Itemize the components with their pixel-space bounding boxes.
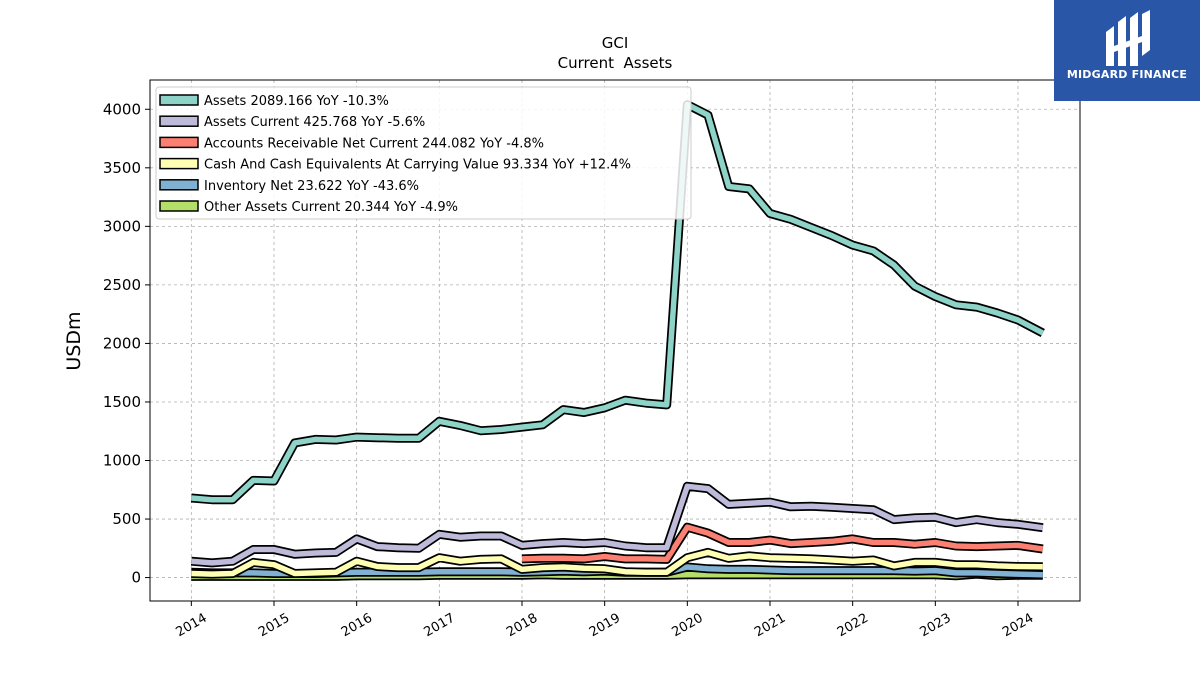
y-tick-label: 0 [131, 569, 141, 587]
x-tick-label: 2024 [1000, 611, 1036, 641]
plot-frame [149, 79, 1081, 602]
series-assets [190, 100, 1045, 505]
legend-label: Assets 2089.166 YoY -10.3% [204, 94, 389, 109]
y-tick-label: 4000 [103, 100, 141, 118]
legend-entry: Assets 2089.166 YoY -10.3% [159, 94, 389, 109]
legend-label: Cash And Cash Equivalents At Carrying Va… [204, 158, 631, 173]
legend-label: Inventory Net 23.622 YoY -43.6% [204, 179, 419, 194]
brand-logo: MIDGARD FINANCE [1054, 0, 1200, 101]
midgard-monogram-icon [1106, 10, 1150, 66]
legend-swatch [159, 136, 199, 149]
y-tick-label: 500 [112, 510, 141, 528]
brand-name: MIDGARD FINANCE [1066, 68, 1188, 81]
legend-entry: Cash And Cash Equivalents At Carrying Va… [159, 157, 631, 173]
x-tick-label: 2021 [752, 611, 788, 641]
series-line [191, 101, 1045, 503]
y-axis: 0 500 1000 1500 2000 2500 3000 3500 4000 [103, 100, 150, 587]
legend-entry: Accounts Receivable Net Current 244.082 … [159, 136, 544, 151]
x-axis: 2014 2015 2016 2017 2018 2019 2020 2021 2022 2023… [174, 601, 1036, 641]
x-tick-label: 2019 [587, 611, 623, 641]
y-tick-label: 2000 [103, 334, 141, 352]
legend-entry: Inventory Net 23.622 YoY -43.6% [159, 179, 419, 194]
x-tick-label: 2015 [256, 611, 292, 641]
x-tick-label: 2018 [504, 611, 540, 641]
legend-entry: Assets Current 425.768 YoY -5.6% [159, 115, 425, 130]
series-assets-current [190, 481, 1044, 568]
x-tick-label: 2023 [918, 611, 954, 641]
y-tick-label: 1000 [103, 452, 141, 470]
legend-swatch [159, 179, 199, 191]
legend-swatch [159, 94, 199, 106]
legend-swatch [159, 157, 199, 170]
series-accounts-receivable-net-current [521, 522, 1044, 564]
y-tick-label: 3000 [103, 217, 141, 235]
legend: Assets 2089.166 YoY -10.3% Assets Current… [155, 86, 692, 220]
y-tick-label: 2500 [103, 276, 141, 294]
chart-subtitle: Current Assets [558, 54, 673, 72]
x-tick-label: 2014 [174, 611, 210, 641]
x-tick-label: 2020 [670, 611, 706, 641]
y-tick-label: 3500 [103, 159, 141, 177]
chart-title: GCI [602, 34, 629, 52]
series-line [191, 549, 1043, 577]
series-layer [190, 100, 1045, 581]
legend-entry: Other Assets Current 20.344 YoY -4.9% [159, 200, 458, 215]
x-tick-label: 2016 [339, 611, 375, 641]
legend-swatch [159, 115, 199, 127]
x-tick-label: 2017 [422, 611, 458, 641]
series-line [191, 483, 1044, 566]
legend-label: Accounts Receivable Net Current 244.082 … [204, 136, 544, 151]
legend-label: Other Assets Current 20.344 YoY -4.9% [204, 200, 458, 215]
legend-box [155, 86, 692, 220]
legend-swatch [159, 200, 199, 212]
y-axis-label: USDm [63, 311, 85, 370]
legend-label: Assets Current 425.768 YoY -5.6% [204, 115, 425, 130]
series-line [521, 524, 1044, 563]
series-cash-and-cash-equivalents-at-carrying-value [191, 547, 1043, 579]
x-tick-label: 2022 [835, 611, 871, 641]
y-tick-label: 1500 [103, 393, 141, 411]
